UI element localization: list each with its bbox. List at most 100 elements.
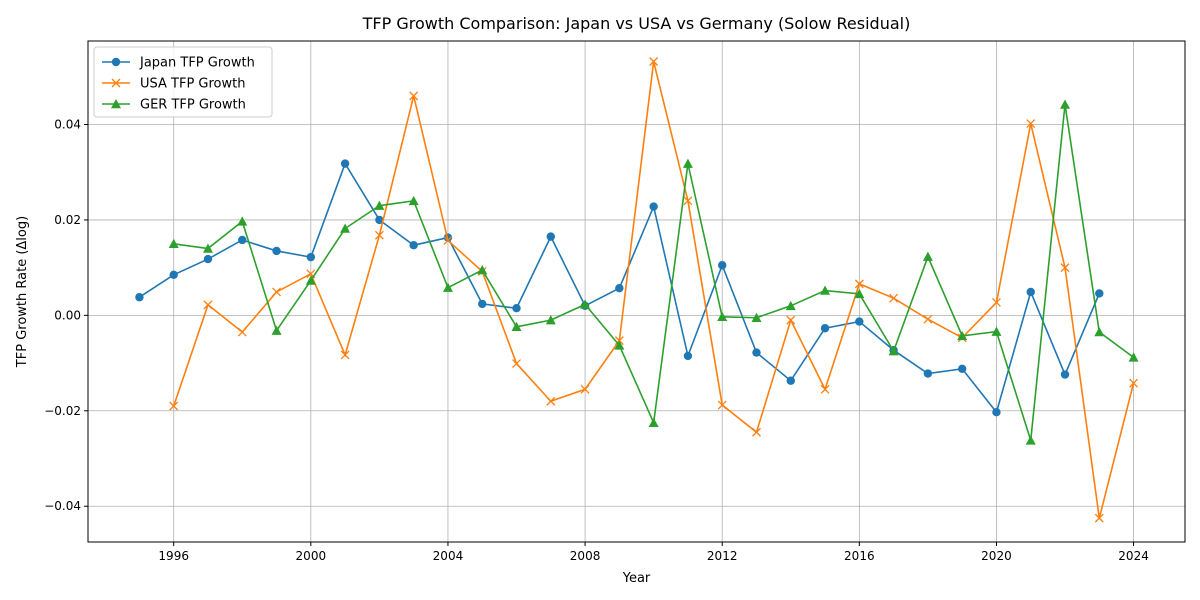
data-point bbox=[203, 300, 213, 310]
data-point bbox=[580, 384, 590, 394]
data-point bbox=[786, 376, 795, 385]
data-point bbox=[545, 315, 556, 325]
legend-item: GER TFP Growth bbox=[102, 98, 246, 113]
data-point bbox=[992, 408, 1001, 417]
legend-label: USA TFP Growth bbox=[140, 77, 245, 92]
data-point bbox=[443, 235, 453, 245]
data-point bbox=[752, 348, 761, 357]
data-point bbox=[820, 384, 830, 394]
series-layer bbox=[135, 57, 1139, 523]
data-point bbox=[718, 261, 727, 270]
y-axis-ticks: −0.04 −0.02 0.00 0.02 0.04 bbox=[44, 118, 88, 513]
data-point bbox=[512, 304, 521, 313]
data-point bbox=[169, 270, 178, 279]
data-point bbox=[820, 285, 831, 295]
data-point bbox=[615, 283, 624, 293]
data-point bbox=[717, 400, 727, 410]
x-tick-label: 2012 bbox=[707, 549, 738, 563]
data-point bbox=[854, 279, 864, 289]
legend-label: Japan TFP Growth bbox=[139, 56, 255, 71]
data-point bbox=[1128, 352, 1139, 362]
data-point bbox=[169, 401, 179, 411]
data-point bbox=[272, 246, 281, 256]
x-tick-label: 2008 bbox=[570, 549, 601, 563]
data-point bbox=[340, 159, 350, 168]
series-line bbox=[173, 104, 1135, 441]
y-axis-label: TFP Growth Rate (Δlog) bbox=[15, 216, 30, 368]
data-point bbox=[374, 200, 385, 210]
x-tick-label: 1996 bbox=[158, 549, 189, 563]
x-axis-label: Year bbox=[622, 571, 651, 586]
data-point bbox=[306, 252, 316, 262]
data-point bbox=[649, 202, 658, 211]
data-point bbox=[1129, 378, 1139, 388]
x-tick-label: 2000 bbox=[296, 549, 327, 563]
series-2 bbox=[168, 99, 1139, 445]
data-point bbox=[135, 293, 144, 302]
data-point bbox=[820, 324, 830, 333]
data-point bbox=[786, 315, 796, 325]
legend-marker bbox=[111, 57, 121, 67]
data-point bbox=[923, 314, 933, 324]
y-tick-label: −0.04 bbox=[44, 499, 81, 513]
data-point bbox=[855, 317, 864, 326]
data-point bbox=[957, 364, 967, 373]
x-axis-ticks: 1996 2000 2004 2008 2012 2016 2020 2024 bbox=[158, 542, 1149, 563]
legend-box bbox=[93, 46, 273, 118]
data-point bbox=[272, 287, 282, 297]
data-point bbox=[409, 91, 419, 101]
x-tick-label: 2024 bbox=[1118, 549, 1149, 563]
data-point bbox=[991, 298, 1001, 307]
data-point bbox=[203, 254, 213, 264]
data-point bbox=[340, 223, 351, 233]
legend-item: USA TFP Growth bbox=[102, 77, 245, 92]
data-point bbox=[1060, 99, 1071, 109]
legend-marker bbox=[111, 78, 121, 88]
data-point bbox=[546, 396, 556, 406]
data-point bbox=[546, 232, 555, 241]
data-point bbox=[1060, 263, 1070, 273]
plot-frame bbox=[87, 40, 1186, 543]
legend: Japan TFP Growth USA TFP Growth GER TFP Gr… bbox=[93, 46, 273, 118]
data-point bbox=[477, 265, 488, 275]
data-point bbox=[511, 321, 522, 332]
data-point bbox=[752, 427, 761, 437]
data-point bbox=[168, 238, 179, 249]
data-point bbox=[202, 243, 213, 253]
x-tick-label: 2004 bbox=[433, 549, 464, 563]
data-point bbox=[1026, 287, 1035, 297]
x-tick-label: 2020 bbox=[981, 549, 1012, 563]
data-point bbox=[580, 299, 591, 309]
data-point bbox=[1060, 370, 1070, 379]
data-point bbox=[683, 196, 693, 206]
data-point bbox=[237, 216, 248, 226]
data-point bbox=[478, 299, 487, 309]
data-point bbox=[888, 346, 899, 356]
data-point bbox=[1094, 513, 1104, 523]
series-1 bbox=[169, 57, 1139, 523]
data-point bbox=[1026, 119, 1036, 129]
data-point bbox=[922, 251, 933, 261]
legend-marker bbox=[111, 99, 121, 109]
data-point bbox=[683, 351, 693, 361]
legend-item: Japan TFP Growth bbox=[102, 56, 255, 71]
y-tick-label: 0.02 bbox=[54, 213, 81, 227]
data-point bbox=[409, 241, 418, 250]
data-point bbox=[512, 359, 521, 369]
data-point bbox=[717, 311, 728, 322]
legend-label: GER TFP Growth bbox=[140, 98, 246, 113]
data-point bbox=[614, 340, 625, 350]
y-tick-label: 0.00 bbox=[54, 308, 81, 322]
data-point bbox=[375, 215, 384, 225]
data-point bbox=[785, 300, 796, 311]
chart-title: TFP Growth Comparison: Japan vs USA vs G… bbox=[362, 14, 911, 33]
y-tick-label: −0.02 bbox=[44, 404, 81, 418]
data-point bbox=[1025, 435, 1036, 445]
data-point bbox=[408, 195, 419, 206]
y-tick-label: 0.04 bbox=[54, 118, 81, 132]
data-point bbox=[854, 288, 865, 299]
x-tick-label: 2016 bbox=[844, 549, 875, 563]
data-point bbox=[1095, 289, 1104, 298]
data-point bbox=[305, 275, 316, 285]
